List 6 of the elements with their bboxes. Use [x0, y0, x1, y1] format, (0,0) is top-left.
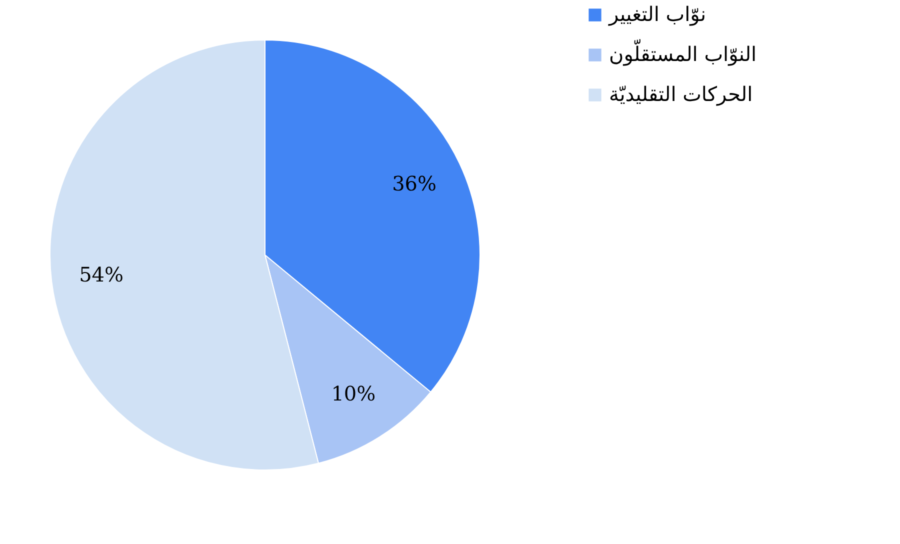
- legend-label: نوّاب التغيير: [608, 2, 706, 26]
- legend-label: النوّاب المستقلّون: [609, 38, 757, 66]
- data-label: 36%: [392, 172, 437, 196]
- data-label: 10%: [331, 381, 376, 406]
- data-label: 54%: [79, 262, 124, 287]
- legend-label: الحركات التقليديّة: [609, 82, 753, 106]
